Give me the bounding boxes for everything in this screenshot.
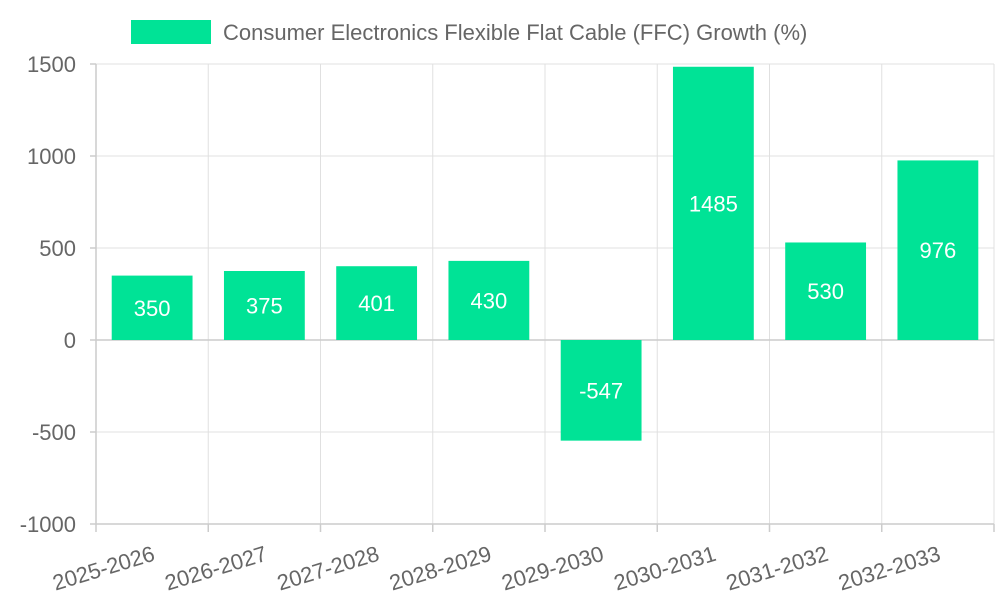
y-tick-label: 500 [39,236,76,261]
data-label-2032-2033: 976 [920,238,957,263]
data-label-2031-2032: 530 [807,279,844,304]
y-axis-ticks: 1500 1000 500 0 -500 -1000 [20,52,76,537]
x-tick-label-2030-2031: 2030-2031 [611,541,719,596]
x-axis-ticks: 2025-2026 2026-2027 2027-2028 2028-2029 2029… [50,541,944,596]
legend: Consumer Electronics Flexible Flat Cable… [131,20,807,45]
legend-label: Consumer Electronics Flexible Flat Cable… [223,20,807,45]
x-tick-label-2031-2032: 2031-2032 [723,541,831,596]
x-tick-label-2027-2028: 2027-2028 [274,541,382,596]
bar-2030-2031 [672,66,754,340]
bar-2026-2027 [223,271,305,340]
y-tick-label: 1500 [27,52,76,77]
bars [111,66,979,441]
data-label-2028-2029: 430 [471,288,508,313]
bar-2025-2026 [111,275,193,340]
data-label-2029-2030: -547 [579,378,623,403]
data-label-2027-2028: 401 [358,291,395,316]
y-tick-label: -500 [32,420,76,445]
bar-2031-2032 [785,242,867,340]
x-tick-label-2028-2029: 2028-2029 [386,541,494,596]
bar-2032-2033 [897,160,979,340]
data-label-2030-2031: 1485 [689,191,738,216]
x-tick-label-2029-2030: 2029-2030 [499,541,607,596]
y-tick-label: -1000 [20,512,76,537]
y-tick-label: 1000 [27,144,76,169]
bar-2028-2029 [448,260,530,340]
data-labels: 350 375 401 430 -547 1485 530 976 [134,191,956,403]
x-tick-label-2032-2033: 2032-2033 [835,541,943,596]
x-tick-label-2025-2026: 2025-2026 [50,541,158,596]
bar-2027-2028 [336,266,418,340]
data-label-2025-2026: 350 [134,296,171,321]
x-tick-label-2026-2027: 2026-2027 [162,541,270,596]
bar-2029-2030 [560,340,642,441]
data-label-2026-2027: 375 [246,294,283,319]
y-tick-label: 0 [64,328,76,353]
legend-swatch [131,20,211,44]
